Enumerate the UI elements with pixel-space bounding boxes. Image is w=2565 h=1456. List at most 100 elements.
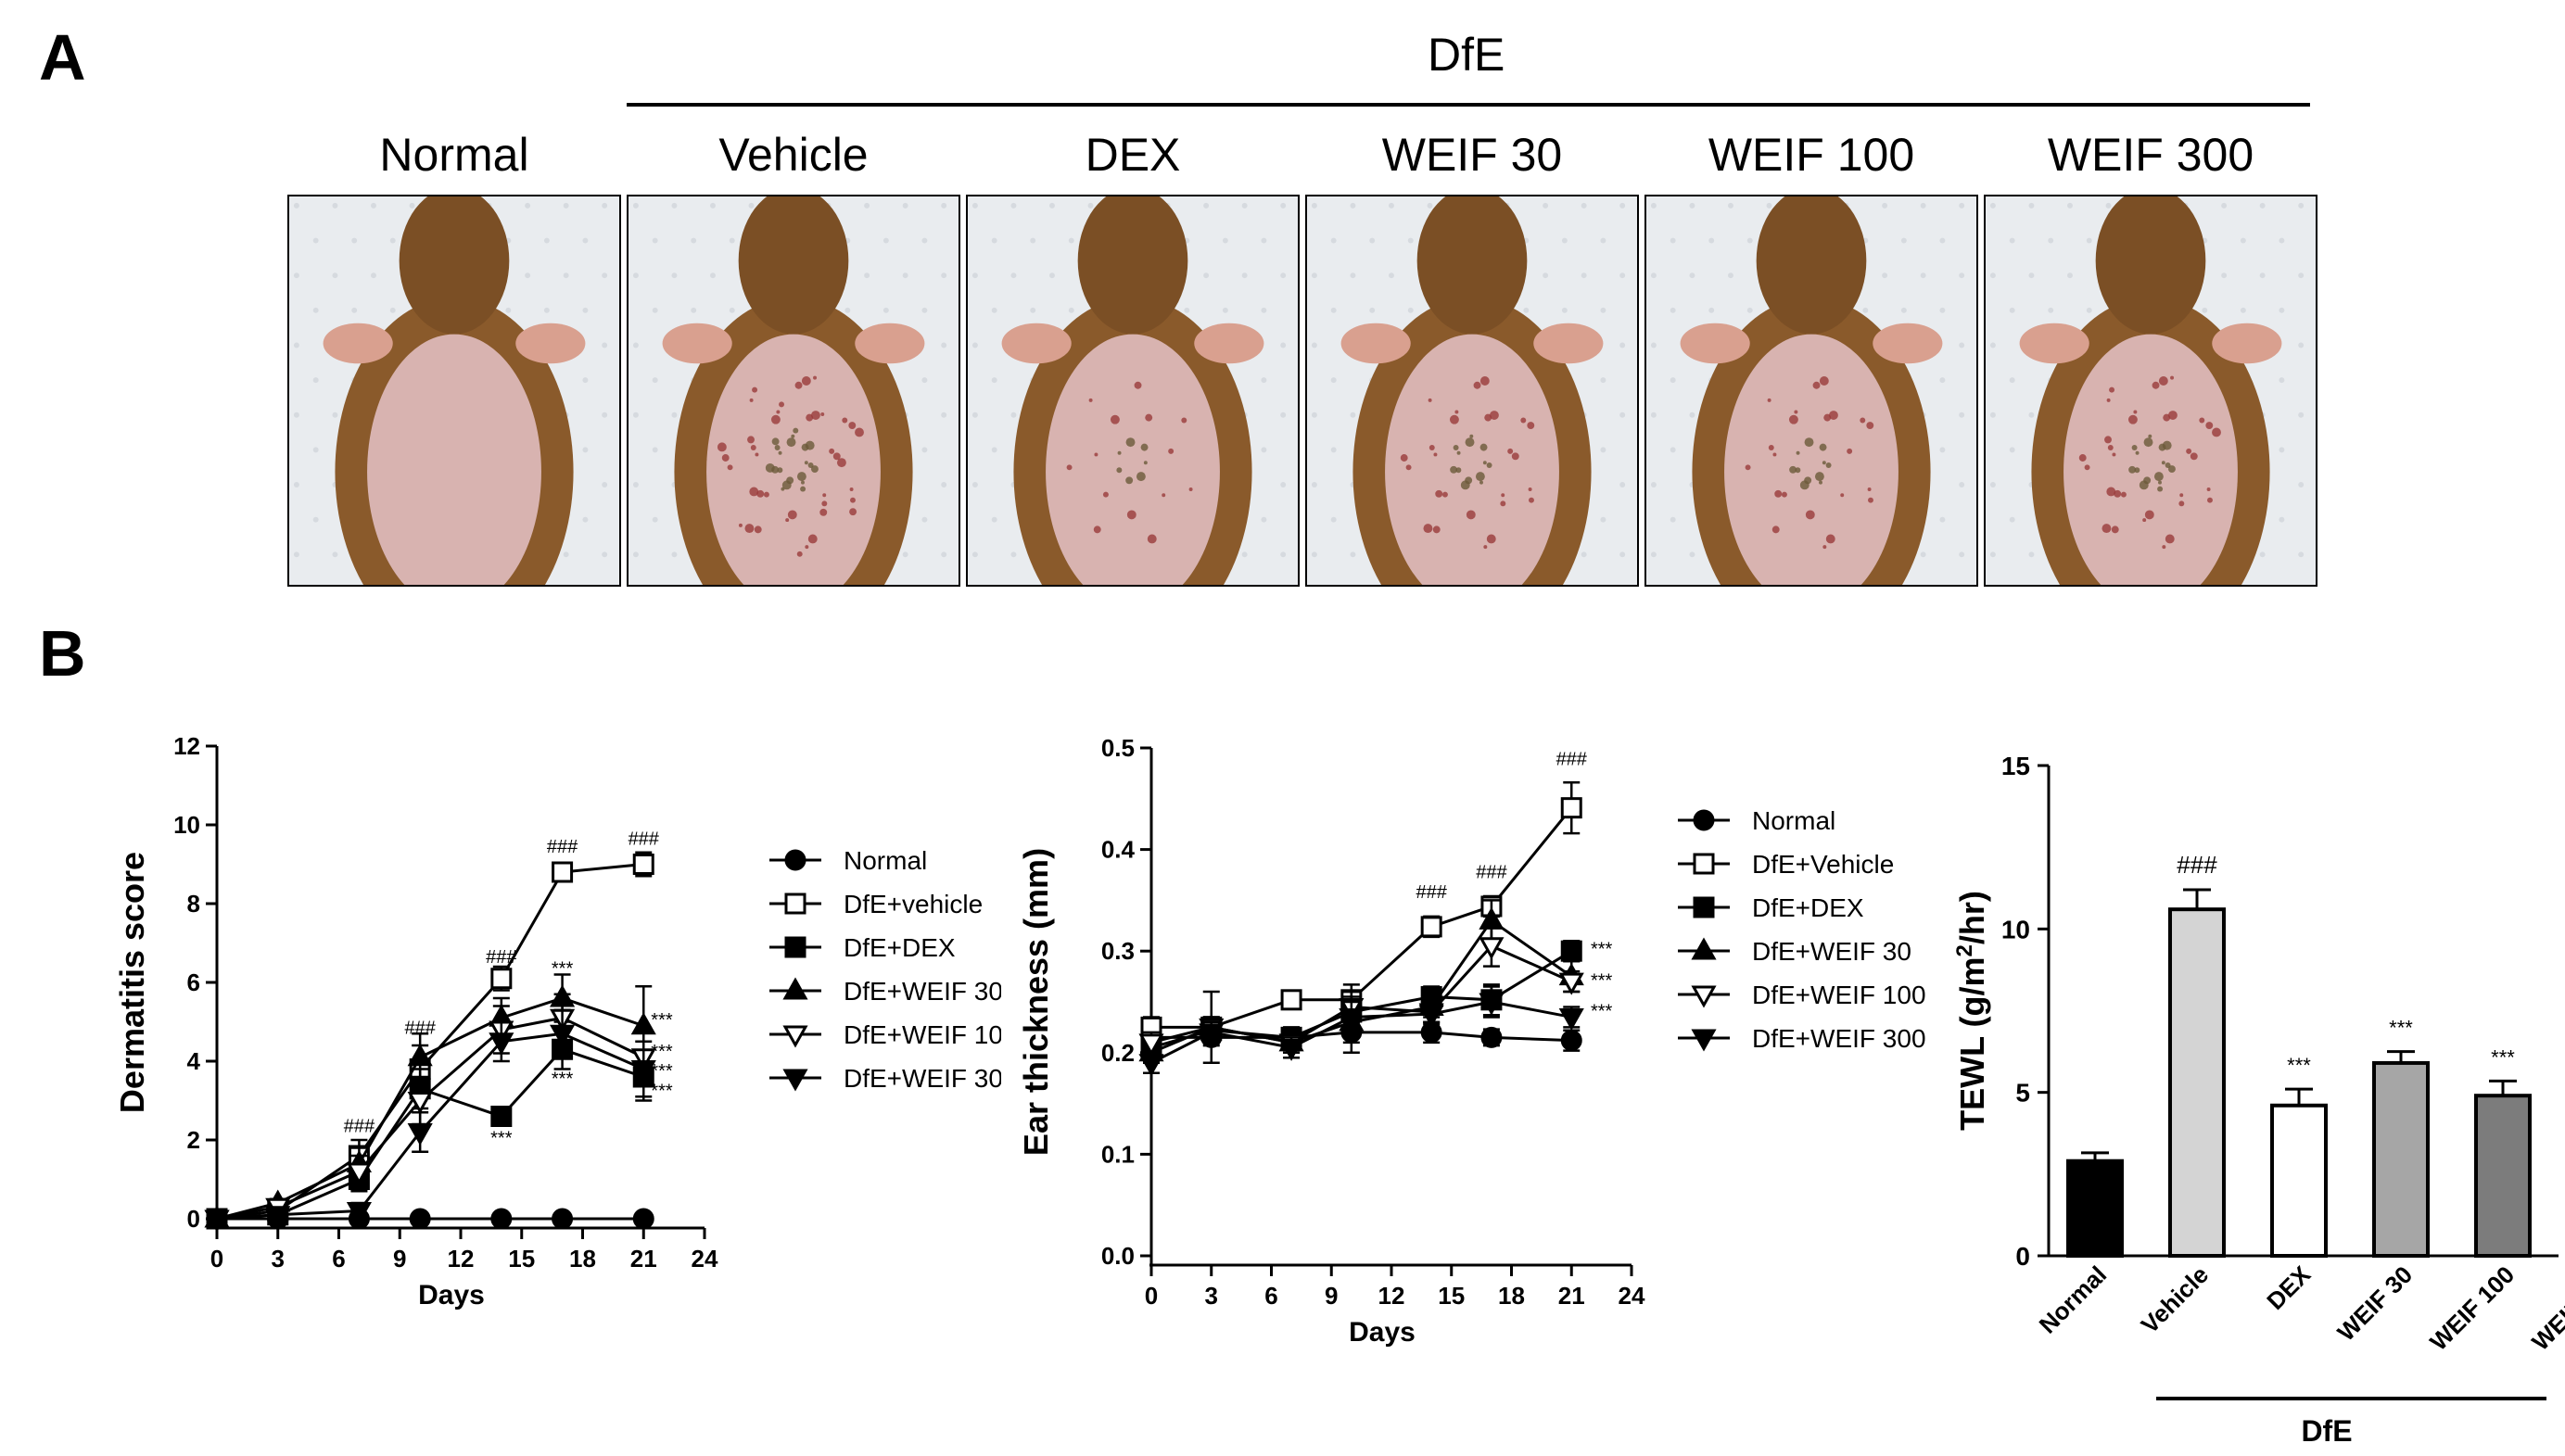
- backdrop-dot: [1241, 202, 1248, 209]
- backdrop-dot: [1959, 272, 1965, 279]
- backdrop-dot: [2048, 307, 2054, 313]
- significance-label: ###: [1416, 882, 1447, 903]
- lesion-spot: [787, 510, 797, 520]
- lesion-spot: [2161, 461, 2165, 465]
- backdrop-dot: [1989, 482, 1996, 488]
- backdrop-dot: [991, 516, 997, 523]
- significance-label: ***: [552, 959, 574, 980]
- lesion-spot: [1771, 525, 1780, 534]
- lesion-spot: [1804, 437, 1814, 448]
- backdrop-dot: [941, 202, 947, 209]
- backdrop-dot: [505, 307, 512, 313]
- x-tick-label: 12: [448, 1245, 475, 1272]
- lesion-spot: [1482, 461, 1487, 465]
- backdrop-dot: [312, 307, 319, 313]
- series-dfe-weif-300: [1138, 985, 1584, 1077]
- x-axis-label: Days: [1349, 1317, 1416, 1348]
- lesion-spot: [1825, 462, 1832, 469]
- lesion-spot: [813, 375, 818, 380]
- lesion-spot: [744, 524, 755, 534]
- backdrop-dot: [729, 307, 735, 313]
- backdrop-dot: [844, 307, 851, 313]
- lesion-spot: [2158, 376, 2168, 386]
- backdrop-dot: [671, 551, 678, 558]
- backdrop-dot: [921, 447, 928, 453]
- backdrop-dot: [1882, 202, 1888, 209]
- significance-label: ***: [2491, 1045, 2515, 1069]
- backdrop-dot: [371, 272, 376, 279]
- backdrop-dot: [582, 516, 589, 523]
- lesion-spot: [1428, 398, 1432, 402]
- significance-label: ***: [490, 1128, 513, 1148]
- lesion-spot: [1501, 493, 1505, 498]
- backdrop-dot: [2298, 551, 2305, 558]
- lesion-spot: [1819, 376, 1829, 386]
- lesion-spot: [1433, 452, 1438, 457]
- right-ear: [515, 323, 586, 364]
- lesion-spot: [2111, 525, 2119, 534]
- backdrop-dot: [1959, 342, 1965, 348]
- left-ear: [1340, 323, 1411, 364]
- backdrop-dot: [1389, 202, 1394, 209]
- backdrop-dot: [2259, 202, 2266, 209]
- significance-label: ###: [1476, 862, 1507, 882]
- data-point: [782, 1069, 808, 1092]
- data-point: [1420, 916, 1442, 938]
- lesion-spot: [1768, 445, 1774, 450]
- backdrop-dot: [1427, 202, 1433, 209]
- lesion-spot: [2139, 480, 2149, 490]
- backdrop-dot: [1600, 237, 1606, 244]
- backdrop-dot: [691, 307, 697, 313]
- lesion-spot: [778, 450, 782, 455]
- data-point: [409, 1208, 431, 1230]
- data-point: [1560, 1030, 1582, 1052]
- lesion-spot: [1479, 480, 1483, 485]
- backdrop-dot: [991, 307, 997, 313]
- y-tick-label: 10: [173, 811, 200, 839]
- x-tick-label: 18: [1498, 1282, 1525, 1310]
- lesion-spot: [774, 445, 781, 450]
- mouse-skin: [1385, 334, 1559, 585]
- data-point: [1558, 972, 1584, 995]
- data-point: [1560, 797, 1582, 819]
- backdrop-dot: [1989, 411, 1996, 418]
- photo-weif30: [1305, 195, 1639, 587]
- x-tick-label: Vehicle: [2136, 1260, 2215, 1339]
- legend-label: DfE+vehicle: [844, 890, 983, 918]
- backdrop-dot: [1939, 307, 1946, 313]
- backdrop-dot: [1330, 516, 1337, 523]
- significance-label: ***: [1591, 940, 1613, 960]
- legend-label: Normal: [1752, 806, 1835, 835]
- lesion-spot: [1117, 450, 1122, 455]
- mouse-illustration: [1307, 196, 1637, 585]
- backdrop-dot: [1689, 551, 1695, 558]
- x-tick-label: WEIF 30: [2332, 1260, 2419, 1347]
- lesion-spot: [2179, 493, 2184, 498]
- data-point: [346, 1202, 372, 1225]
- backdrop-dot: [1708, 237, 1715, 244]
- group-label-dex: DEX: [1085, 129, 1181, 181]
- backdrop-dot: [1862, 307, 1869, 313]
- significance-label: ***: [1591, 1001, 1613, 1021]
- data-point: [490, 1208, 513, 1230]
- lesion-spot: [1460, 480, 1470, 490]
- backdrop-dot: [1350, 202, 1356, 209]
- lesion-spot: [1483, 545, 1488, 550]
- lesion-spot: [779, 401, 785, 408]
- lesion-spot: [1400, 454, 1408, 462]
- backdrop-dot: [312, 237, 319, 244]
- backdrop-dot: [883, 237, 889, 244]
- backdrop-dot: [1280, 272, 1287, 279]
- significance-label: ###: [1556, 750, 1588, 770]
- backdrop-dot: [2086, 237, 2092, 244]
- lesion-spot: [754, 525, 762, 534]
- lesion-spot: [2167, 411, 2178, 420]
- lesion-spot: [781, 487, 785, 491]
- lesion-spot: [2084, 464, 2090, 471]
- backdrop-dot: [2240, 237, 2246, 244]
- backdrop-dot: [652, 237, 658, 244]
- backdrop-dot: [602, 342, 608, 348]
- backdrop-dot: [971, 272, 978, 279]
- lesion-spot: [829, 448, 835, 454]
- backdrop-dot: [2105, 202, 2112, 209]
